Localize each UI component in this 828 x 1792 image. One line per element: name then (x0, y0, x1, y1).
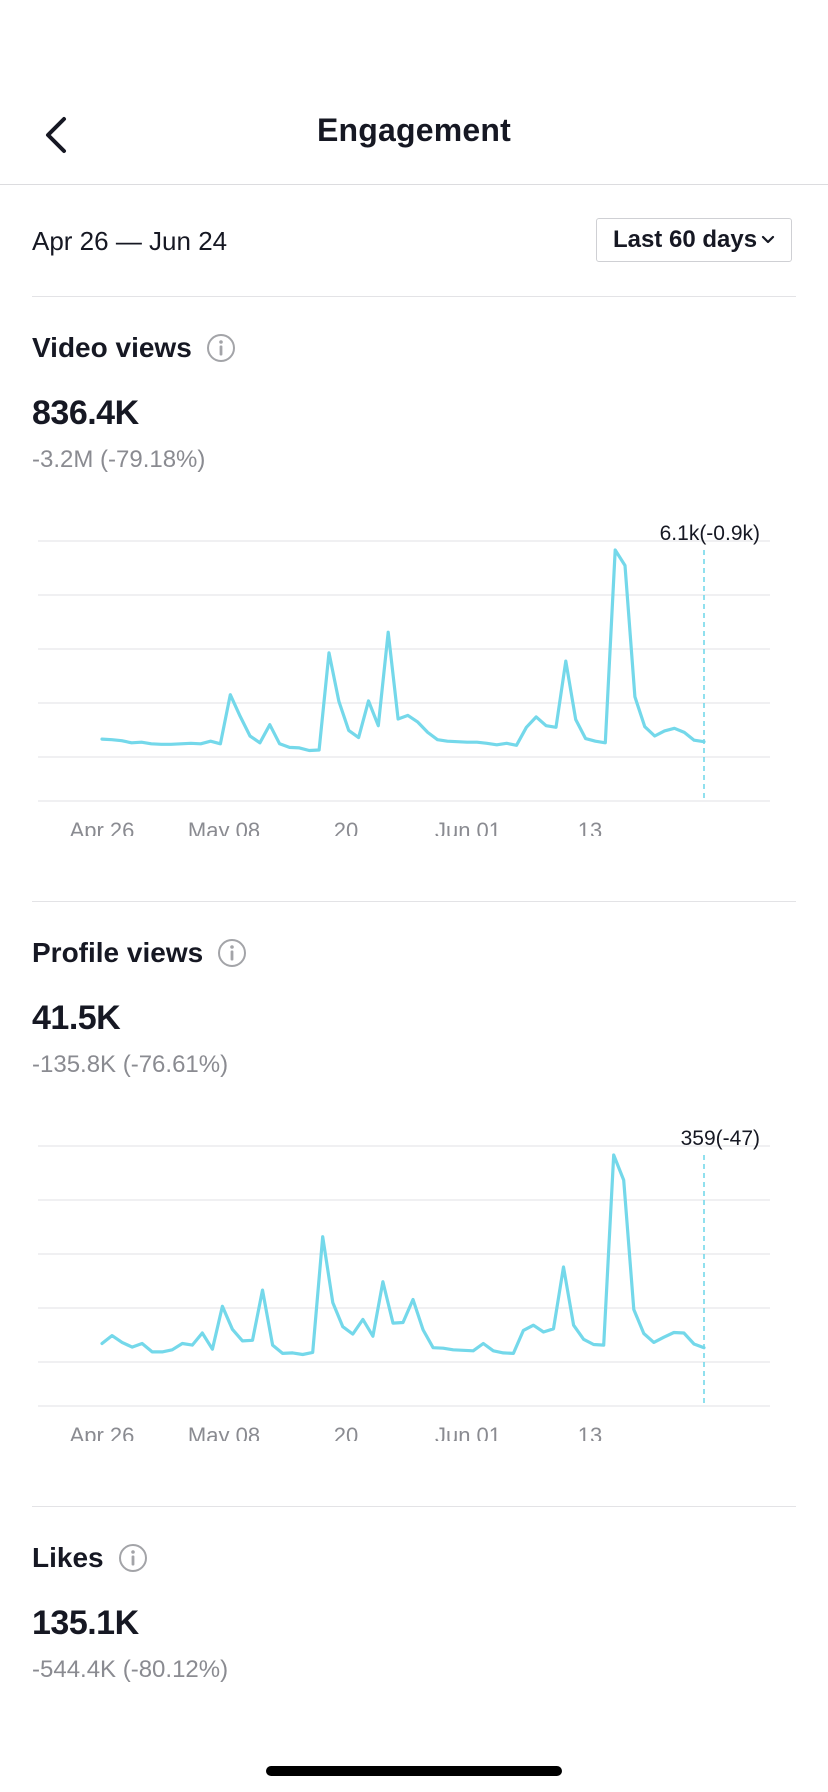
period-dropdown[interactable]: Last 60 days (596, 218, 792, 262)
chevron-down-icon (761, 235, 775, 244)
video-views-chart: 6.1k(-0.9k) Apr 26 May 08 20 Jun 01 13 (32, 516, 796, 836)
chevron-left-icon (46, 117, 66, 153)
metric-value: 41.5K (32, 999, 121, 1037)
marker-callout: 359(-47) (681, 1127, 760, 1150)
x-tick-label: Jun 01 (435, 1423, 501, 1441)
metric-change: -3.2M (-79.18%) (32, 446, 206, 473)
section-title-row: Likes (32, 1542, 148, 1574)
profile-views-chart: 359(-47) Apr 26 May 08 20 Jun 01 13 (32, 1121, 796, 1441)
home-indicator[interactable] (266, 1766, 562, 1776)
series-line (100, 548, 706, 753)
marker-callout: 6.1k(-0.9k) (660, 522, 760, 545)
section-title: Profile views (32, 937, 204, 968)
nav-bar: Engagement (0, 0, 828, 185)
period-dropdown-label: Last 60 days (612, 226, 758, 253)
metric-change: -135.8K (-76.61%) (32, 1051, 229, 1078)
info-icon[interactable] (118, 1543, 148, 1573)
profile-views-section: Profile views 41.5K -135.8K (-76.61%) 35… (32, 901, 796, 1507)
x-tick-label: May 08 (188, 818, 260, 836)
x-tick-label: May 08 (188, 1423, 260, 1441)
back-button[interactable] (30, 102, 82, 168)
date-range-label: Apr 26 — Jun 24 (32, 226, 228, 256)
info-icon[interactable] (217, 938, 247, 968)
page-title: Engagement (316, 112, 512, 148)
x-tick-label: Apr 26 (70, 818, 135, 836)
x-tick-label: 13 (578, 1423, 602, 1441)
info-icon[interactable] (206, 333, 236, 363)
metric-value: 135.1K (32, 1604, 139, 1642)
x-tick-label: Jun 01 (435, 818, 501, 836)
x-tick-label: 20 (334, 1423, 358, 1441)
date-range-row: Apr 26 — Jun 24 Last 60 days (32, 216, 796, 297)
x-tick-label: 13 (578, 818, 602, 836)
x-tick-label: Apr 26 (70, 1423, 135, 1441)
section-title-row: Video views (32, 332, 236, 364)
section-title: Video views (32, 332, 192, 363)
metric-change: -544.4K (-80.12%) (32, 1656, 229, 1683)
x-tick-label: 20 (334, 818, 358, 836)
section-title-row: Profile views (32, 937, 247, 969)
video-views-section: Video views 836.4K -3.2M (-79.18%) 6.1k(… (32, 296, 796, 902)
likes-section: Likes 135.1K -544.4K (-80.12%) (32, 1506, 796, 1706)
section-title: Likes (32, 1542, 104, 1573)
metric-value: 836.4K (32, 394, 139, 432)
series-line (100, 1153, 706, 1357)
